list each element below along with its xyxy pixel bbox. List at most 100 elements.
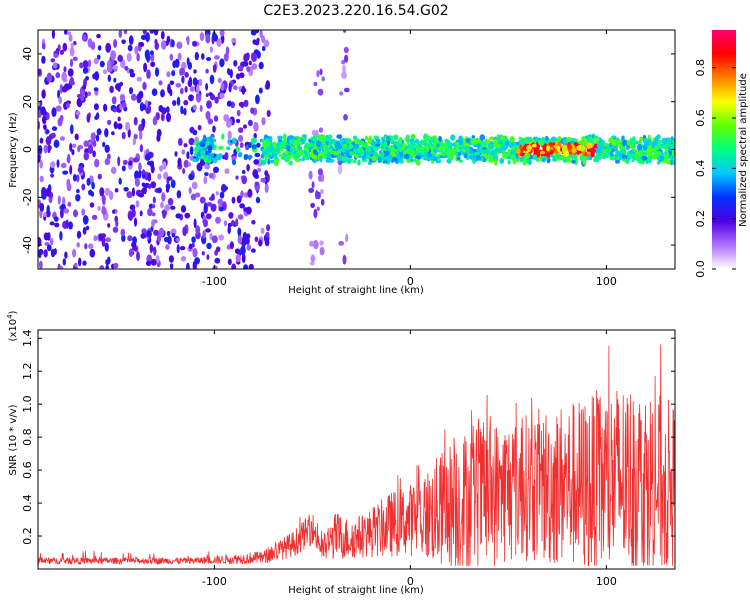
spectrogram-cell — [204, 172, 209, 177]
spectrogram-cell — [341, 146, 346, 152]
spectrogram-cell — [250, 30, 257, 36]
spectrogram-cell — [631, 159, 635, 163]
spectrogram-cell — [431, 143, 438, 147]
spectrogram-cell — [288, 160, 293, 166]
spectrogram-cell — [237, 227, 242, 236]
spectrogram-cell — [332, 151, 339, 156]
spectrogram-cell — [258, 239, 263, 247]
colorbar-tick-label: 0.4 — [694, 160, 707, 178]
spectrogram-cell — [67, 153, 71, 164]
spectrogram-cell — [581, 155, 588, 161]
spectrogram-cell — [502, 139, 506, 144]
spectrogram-cell — [573, 142, 579, 147]
spectrogram-cell — [309, 152, 315, 158]
spectrogram-cell — [604, 143, 610, 147]
spectrogram-cell — [427, 153, 432, 158]
spectrogram-cell — [158, 227, 165, 237]
spectrogram-cell — [342, 143, 348, 148]
spectrogram-cell — [405, 134, 410, 140]
spectrogram-cell — [525, 140, 529, 144]
spectrogram-cell — [146, 54, 150, 63]
spectrogram-cell — [610, 152, 614, 157]
spectrogram-cell — [264, 170, 269, 177]
spectrogram-cell — [241, 170, 246, 174]
spectrogram-cell — [84, 243, 88, 250]
spectrogram-cell — [228, 82, 232, 93]
spectrogram-cell — [118, 30, 123, 38]
spectrogram-cell — [320, 198, 325, 206]
spectrogram-cell — [95, 112, 100, 120]
snr-series-line — [38, 344, 675, 567]
spectrogram-cell — [165, 187, 170, 193]
spectrogram-cell — [128, 35, 134, 45]
spectrogram-cell — [41, 55, 46, 64]
spectrogram-cell — [50, 161, 56, 169]
spectrogram-cell — [196, 84, 200, 95]
spectrogram-cell — [202, 137, 207, 144]
spectrogram-cell — [233, 60, 238, 67]
spectrogram-cell — [215, 191, 219, 196]
spectrogram-cell — [50, 248, 56, 258]
spectrogram-cell — [463, 153, 467, 159]
spectrogram-cell — [205, 83, 209, 91]
spectrogram-cell — [183, 143, 188, 148]
spectrogram-cell — [262, 149, 268, 156]
spectrogram-cell — [65, 102, 70, 109]
spectrogram-cell — [254, 174, 259, 180]
spectrogram-cell — [494, 159, 498, 166]
spectrogram-cell — [522, 158, 527, 166]
spectrogram-cell — [587, 142, 593, 149]
spectrogram-cell — [310, 136, 316, 141]
spectrogram-cell — [238, 127, 244, 133]
spectrogram-cell — [184, 212, 191, 219]
spectrogram-cell — [62, 258, 66, 266]
colorbar-ticks: 0.0 0.2 0.4 0.6 0.8 — [694, 59, 736, 278]
spectrogram-cell — [654, 135, 659, 142]
spectrogram-cell — [212, 157, 218, 164]
spectrogram-cell — [256, 50, 261, 59]
spectrogram-cell — [631, 140, 636, 146]
spectrogram-cell — [211, 193, 215, 201]
spectrogram-cell — [538, 139, 543, 146]
spectrogram-cell — [151, 88, 158, 96]
spectrogram-cell — [96, 54, 101, 60]
spectrogram-cell — [219, 58, 225, 68]
spectrogram-cell — [247, 188, 253, 198]
spectrogram-cell — [107, 223, 111, 228]
spectrogram-cell — [568, 144, 573, 150]
spectrogram-cell — [54, 222, 60, 228]
spectrogram-cell — [490, 151, 496, 156]
y-tick-label: 1.4 — [21, 329, 34, 347]
spectrogram-cell — [161, 192, 166, 202]
spectrogram-cell — [156, 134, 161, 142]
spectrogram-cell — [199, 196, 206, 204]
spectrogram-cell — [562, 138, 567, 145]
spectrogram-cell — [593, 155, 599, 159]
spectrogram-cell — [129, 87, 133, 95]
spectrogram-cell — [209, 153, 214, 158]
spectrogram-cell — [219, 92, 225, 99]
spectrogram-cell — [240, 190, 244, 198]
spectrogram-cell — [97, 173, 103, 180]
spectrogram-cell — [175, 213, 182, 219]
spectrogram-cell — [526, 145, 532, 151]
spectrogram-cell — [313, 240, 319, 250]
spectrogram-cell — [319, 240, 324, 246]
spectrogram-cell — [428, 140, 433, 144]
spectrogram-cell — [41, 189, 47, 195]
spectrogram-cell — [206, 254, 210, 260]
spectrogram-cell — [286, 145, 292, 152]
colorbar-tick-label: 0.0 — [694, 260, 707, 278]
snr-x-label: Height of straight line (km) — [288, 585, 424, 596]
spectrogram-cell — [119, 81, 123, 87]
colorbar-tick-label: 0.6 — [694, 109, 707, 127]
spectrogram-cell — [107, 60, 112, 70]
spectrogram-cell — [254, 181, 259, 186]
spectrogram-cell — [179, 87, 184, 95]
spectrogram-cell — [323, 147, 328, 154]
spectrogram-cell — [666, 159, 671, 165]
spectrogram-cell — [243, 207, 249, 212]
spectrogram-cell — [83, 151, 90, 161]
